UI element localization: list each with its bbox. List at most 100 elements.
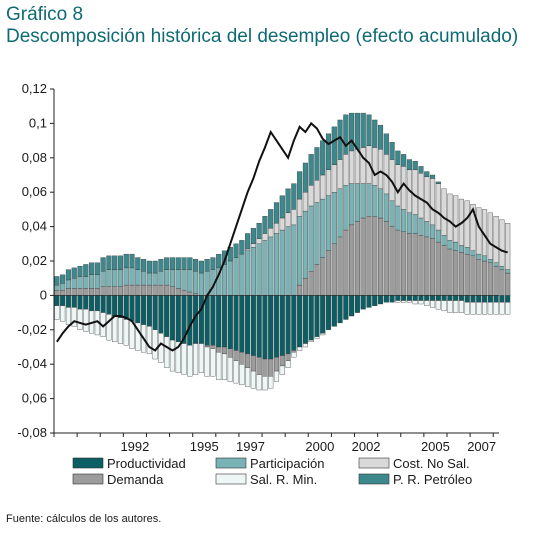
bar-segment-participaci-n	[285, 226, 291, 296]
bar-segment-demanda	[424, 236, 430, 296]
bar-segment-p-r-petr-leo	[187, 257, 193, 270]
bar-segment-productividad	[343, 295, 349, 320]
bar-segment-cost-no-sal	[331, 164, 337, 193]
y-tick-label: 0,06	[22, 184, 47, 199]
bar-segment-demanda	[401, 231, 407, 296]
bar-segment-participaci-n	[262, 240, 268, 296]
bar-segment-demanda	[94, 288, 100, 296]
bar-segment-demanda	[89, 288, 95, 296]
bar-segment-p-r-petr-leo	[210, 257, 216, 270]
bar-segment-participaci-n	[366, 183, 372, 217]
legend-swatch	[215, 457, 247, 469]
bar-segment-productividad	[418, 295, 424, 301]
bar-segment-cost-no-sal	[447, 193, 453, 241]
bar-segment-sal-r-min	[314, 336, 320, 339]
bar-segment-sal-r-min	[117, 317, 124, 344]
bar-segment-p-r-petr-leo	[343, 114, 349, 155]
bar-segment-p-r-petr-leo	[83, 264, 89, 277]
x-tick-label: 2007	[467, 439, 496, 454]
x-tick-label: 1997	[236, 439, 265, 454]
bar-segment-demanda	[239, 351, 245, 365]
bar-segment-cost-no-sal	[476, 207, 482, 255]
bar-segment-participaci-n	[181, 269, 187, 291]
bar-segment-p-r-petr-leo	[204, 259, 210, 272]
bar-segment-participaci-n	[54, 284, 60, 291]
bar-segment-cost-no-sal	[302, 192, 308, 212]
bar-segment-demanda	[65, 288, 71, 296]
bar-segment-sal-r-min	[83, 308, 89, 332]
bar-segment-sal-r-min	[158, 333, 164, 363]
bar-segment-productividad	[71, 295, 77, 308]
legend-swatch	[215, 473, 247, 485]
bar-segment-demanda	[285, 353, 291, 361]
bar-segment-p-r-petr-leo	[279, 195, 285, 219]
bar-segment-cost-no-sal	[377, 149, 384, 189]
bar-segment-p-r-petr-leo	[302, 162, 308, 193]
bar-segment-demanda	[482, 260, 488, 296]
bar-segment-demanda	[210, 345, 216, 349]
bar-segment-participaci-n	[401, 209, 407, 232]
bar-segment-p-r-petr-leo	[395, 150, 401, 165]
bar-segment-participaci-n	[273, 233, 280, 296]
bar-segment-participaci-n	[106, 269, 112, 287]
bar-segment-demanda	[441, 245, 447, 296]
bar-segment-demanda	[505, 272, 511, 296]
bar-segment-cost-no-sal	[268, 228, 274, 238]
bar-segment-cost-no-sal	[354, 149, 360, 184]
bar-segment-p-r-petr-leo	[65, 269, 71, 281]
bar-segment-cost-no-sal	[349, 150, 355, 184]
x-tick-label: 2005	[421, 439, 450, 454]
bar-segment-participaci-n	[117, 269, 124, 287]
bar-segment-p-r-petr-leo	[325, 133, 332, 171]
bar-segment-demanda	[499, 269, 505, 296]
bar-segment-cost-no-sal	[395, 164, 401, 207]
bar-segment-productividad	[112, 295, 118, 317]
bar-segment-participaci-n	[245, 250, 251, 296]
bar-segment-productividad	[441, 295, 447, 301]
bar-segment-demanda	[141, 284, 147, 296]
bar-segment-cost-no-sal	[429, 178, 436, 226]
legend-label: Productividad	[107, 456, 186, 471]
bar-segment-productividad	[279, 295, 285, 356]
bar-segment-demanda	[470, 255, 476, 296]
bar-segment-participaci-n	[152, 272, 158, 286]
bar-segment-productividad	[499, 295, 505, 303]
bar-segment-p-r-petr-leo	[314, 147, 320, 181]
bar-segment-cost-no-sal	[441, 188, 447, 236]
bar-segment-p-r-petr-leo	[245, 233, 251, 250]
chart-source: Fuente: cálculos de los autores.	[6, 513, 162, 525]
bar-segment-cost-no-sal	[487, 212, 493, 260]
bar-segment-demanda	[279, 355, 285, 367]
bar-segment-p-r-petr-leo	[233, 243, 239, 258]
bar-segment-cost-no-sal	[424, 176, 430, 222]
bar-segment-participaci-n	[487, 259, 493, 263]
bar-segment-p-r-petr-leo	[308, 154, 314, 186]
bar-segment-demanda	[175, 288, 181, 296]
bar-segment-p-r-petr-leo	[175, 257, 181, 270]
bar-segment-demanda	[453, 250, 459, 296]
bar-segment-participaci-n	[146, 272, 152, 286]
bar-segment-productividad	[204, 295, 210, 346]
bar-segment-productividad	[141, 295, 147, 325]
bar-segment-participaci-n	[464, 247, 470, 255]
bar-segment-sal-r-min	[482, 302, 488, 315]
bar-segment-cost-no-sal	[291, 209, 297, 226]
bar-segment-productividad	[464, 295, 470, 303]
bar-segment-p-r-petr-leo	[389, 142, 395, 160]
bar-segment-productividad	[129, 295, 135, 322]
bar-segment-demanda	[227, 348, 233, 358]
bar-segment-productividad	[233, 295, 239, 351]
bar-segment-sal-r-min	[297, 346, 303, 351]
bar-segment-sal-r-min	[505, 302, 511, 315]
bar-segment-demanda	[221, 346, 228, 355]
bar-segment-p-r-petr-leo	[112, 255, 118, 270]
bar-segment-demanda	[60, 290, 66, 296]
bar-segment-demanda	[493, 265, 499, 296]
bar-segment-p-r-petr-leo	[158, 259, 164, 272]
legend-label: Cost. No Sal.	[393, 456, 470, 471]
bar-segment-sal-r-min	[193, 343, 199, 375]
bar-segment-sal-r-min	[245, 367, 251, 387]
bar-segment-sal-r-min	[453, 300, 459, 313]
bar-segment-p-r-petr-leo	[193, 259, 199, 272]
bar-segment-demanda	[164, 284, 170, 296]
